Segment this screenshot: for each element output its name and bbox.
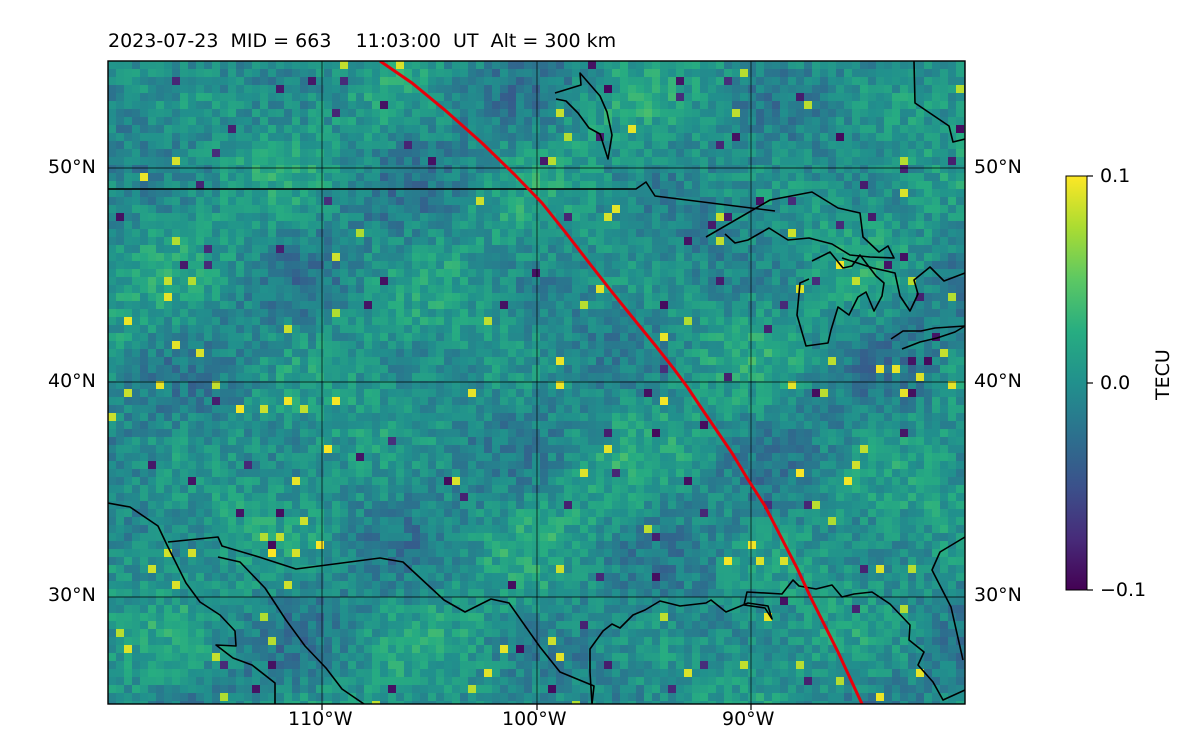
coastlines <box>108 61 965 704</box>
colorbar-tick-min: −0.1 <box>1100 579 1147 601</box>
baja-peninsula <box>217 556 365 704</box>
colorbar <box>1065 175 1088 591</box>
colorbar-label: TECU <box>1152 349 1174 400</box>
florida-coast <box>931 536 965 661</box>
title-time: 11:03:00 UT <box>355 30 479 52</box>
hudson-bay-east-shore <box>913 61 965 143</box>
great-lakes-michigan <box>796 251 885 347</box>
gulf-of-mexico-coast <box>589 579 965 704</box>
lat-label-left-30: 30°N <box>48 584 96 606</box>
great-lakes-erie-ontario <box>890 325 965 350</box>
satellite-track <box>379 61 864 704</box>
tec-field-raster <box>108 61 965 704</box>
lon-label-100w: 100°W <box>502 708 567 730</box>
lat-label-right-30: 30°N <box>974 584 1022 606</box>
hudson-bay-islands <box>554 72 613 160</box>
great-lakes-huron <box>841 257 965 312</box>
colorbar-tick-zero: 0.0 <box>1100 372 1131 394</box>
baja-coast <box>108 502 276 704</box>
title-date: 2023-07-23 <box>108 30 219 52</box>
gulf-of-california-coast <box>167 536 595 704</box>
lon-label-90w: 90°W <box>722 708 775 730</box>
lat-label-right-40: 40°N <box>974 370 1022 392</box>
lat-label-right-50: 50°N <box>974 156 1022 178</box>
colorbar-ticks <box>1087 175 1093 591</box>
us-canada-border <box>108 181 776 212</box>
title-altitude: Alt = 300 km <box>490 30 617 52</box>
lon-label-110w: 110°W <box>288 708 353 730</box>
great-lakes-superior <box>705 191 895 259</box>
lat-label-left-50: 50°N <box>48 156 96 178</box>
graticule <box>108 61 965 704</box>
title-mid: MID = 663 <box>230 30 332 52</box>
map-ticks <box>321 704 752 710</box>
colorbar-tick-max: 0.1 <box>1100 165 1131 187</box>
lat-label-left-40: 40°N <box>48 370 96 392</box>
map-title: 2023-07-23 MID = 663 11:03:00 UT Alt = 3… <box>108 30 616 52</box>
